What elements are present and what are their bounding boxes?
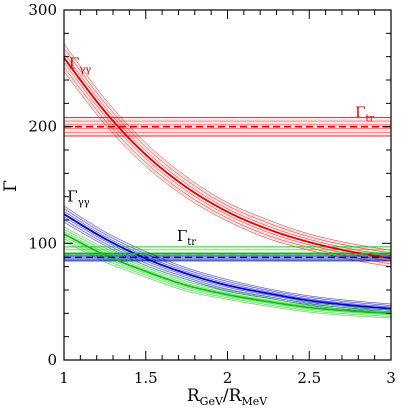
tick-labels: 1 1.5 2 2.5 3 0 100 200 300	[28, 1, 395, 387]
x-tick-label: 2.5	[297, 369, 321, 387]
y-axis-label: Γ	[1, 180, 21, 192]
line-green-curve	[64, 233, 391, 315]
annotation-gamma-γγ: Γγγ	[69, 54, 91, 75]
series-lines	[64, 57, 391, 315]
annotation-gamma-tr: Γtr	[177, 227, 196, 248]
y-tick-label: 300	[28, 1, 57, 19]
x-tick-label: 2	[223, 369, 233, 387]
annotation-gamma-tr: Γtr	[355, 103, 374, 124]
line-blue-curve	[64, 213, 391, 310]
axis-ticks	[63, 9, 392, 361]
x-tick-label: 1	[59, 369, 69, 387]
annotations: Γγγ Γtr Γγγ Γtr	[67, 54, 374, 248]
band-red-hline	[64, 116, 391, 137]
uncertainty-bands	[64, 43, 391, 319]
band-red-curve	[64, 43, 391, 267]
y-tick-label: 100	[28, 234, 57, 252]
x-axis-label: RGeV/RMeV	[187, 386, 268, 408]
line-red-curve	[64, 57, 391, 260]
y-tick-label: 200	[28, 118, 57, 136]
annotation-gamma-γγ: Γγγ	[67, 187, 89, 208]
y-tick-label: 0	[47, 351, 57, 369]
x-tick-label: 1.5	[134, 369, 158, 387]
band-blue-hline	[64, 253, 391, 262]
x-tick-label: 3	[386, 369, 396, 387]
